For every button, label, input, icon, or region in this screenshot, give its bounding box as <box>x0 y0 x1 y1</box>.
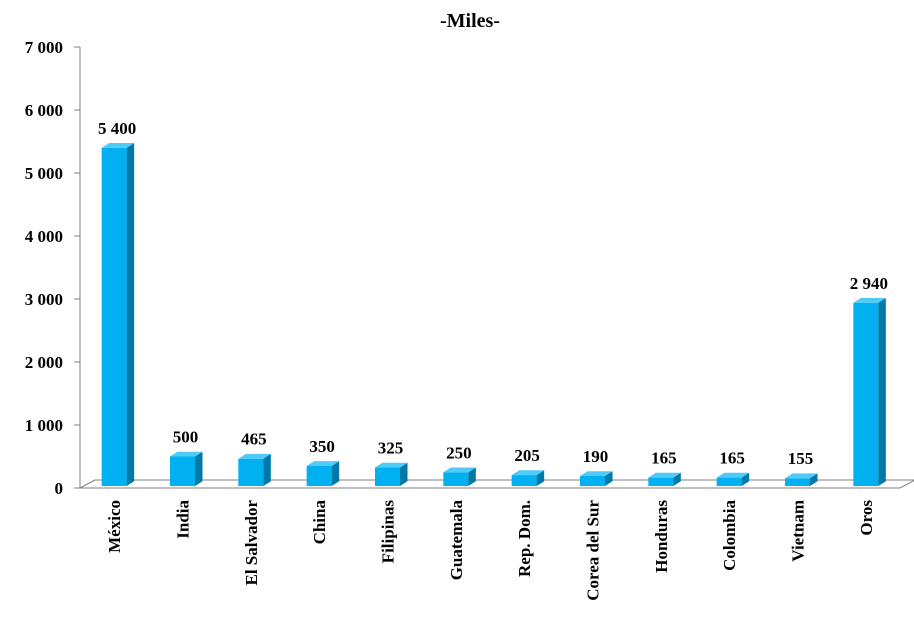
y-tick-label: 0 <box>55 479 64 498</box>
y-tick-label: 2 000 <box>25 353 63 372</box>
bar-side-face <box>400 462 408 486</box>
category-label: México <box>105 500 124 553</box>
category-label: India <box>174 500 193 539</box>
y-tick-label: 3 000 <box>25 290 63 309</box>
bar <box>853 297 886 486</box>
category-label: China <box>310 500 329 545</box>
bar <box>101 143 135 487</box>
data-label: 250 <box>446 443 472 462</box>
data-label: 5 400 <box>98 119 136 138</box>
data-labels-group: 5 400 500 465 350 325 250 205 190 165 165 155 2 940 <box>98 119 888 468</box>
data-label: 325 <box>378 439 404 458</box>
category-label: Honduras <box>652 500 671 573</box>
category-label: El Salvador <box>242 500 261 586</box>
bar-front-face <box>306 465 332 486</box>
bar-side-face <box>263 453 271 486</box>
bar-front-face <box>170 456 195 486</box>
bar <box>716 472 750 486</box>
bar-front-face <box>785 478 810 486</box>
bar <box>375 462 408 486</box>
bar-side-face <box>195 451 203 486</box>
bar <box>648 472 681 486</box>
bar <box>238 453 271 486</box>
bar-top-face <box>853 297 886 303</box>
y-tick-label: 7 000 <box>25 38 63 57</box>
category-label: Filipinas <box>379 500 398 564</box>
floor-plane <box>79 479 914 489</box>
bar-side-face <box>126 143 135 486</box>
category-label: Guatemala <box>447 500 466 581</box>
data-label: 165 <box>719 449 745 468</box>
bar-top-face <box>170 451 203 457</box>
bar-front-face <box>580 476 605 486</box>
bar-top-face <box>716 472 750 478</box>
bar-front-face <box>511 475 537 486</box>
bar-top-face <box>580 471 613 477</box>
bar <box>785 473 818 486</box>
category-label: Corea del Sur <box>584 500 603 601</box>
data-label: 465 <box>241 430 267 449</box>
bar <box>580 471 613 486</box>
bar-top-face <box>375 462 408 468</box>
bar-front-face <box>238 458 264 486</box>
bar-top-face <box>511 470 545 476</box>
bar-front-face <box>101 147 127 487</box>
bar-front-face <box>853 302 879 486</box>
bar-front-face <box>375 467 400 486</box>
data-label: 190 <box>583 447 609 466</box>
data-label: 2 940 <box>850 274 888 293</box>
bar-top-face <box>648 472 681 478</box>
category-label: Vietnam <box>789 500 808 562</box>
bar-side-face <box>741 472 750 486</box>
bar-front-face <box>443 472 469 486</box>
category-label: Colombia <box>720 500 739 571</box>
y-tick-label: 1 000 <box>25 416 63 435</box>
bar-side-face <box>536 470 545 486</box>
bar <box>443 467 476 486</box>
bar-top-face <box>443 467 476 473</box>
bar-top-face <box>306 461 340 466</box>
bar-side-face <box>673 472 681 486</box>
data-label: 350 <box>309 437 335 456</box>
bar-side-face <box>605 471 613 486</box>
category-label: Oros <box>857 500 876 536</box>
chart-floor <box>79 479 914 489</box>
y-tick-label: 4 000 <box>25 227 63 246</box>
bar <box>306 461 340 486</box>
bar <box>511 470 545 486</box>
y-tick-label: 6 000 <box>25 101 63 120</box>
bar-side-face <box>810 473 818 486</box>
bar-top-face <box>785 473 818 479</box>
data-label: 155 <box>788 449 814 468</box>
bar-top-face <box>238 453 271 459</box>
category-label: Rep. Dom. <box>515 500 534 577</box>
category-labels-group: México India El Salvador China Filipinas Guat… <box>105 500 876 601</box>
bar-front-face <box>648 477 674 486</box>
y-tick-label: 5 000 <box>25 164 63 183</box>
data-label: 165 <box>651 449 677 468</box>
bars-group <box>101 143 886 487</box>
y-axis: 0 1 000 2 000 3 000 4 000 5 000 6 000 7 000 <box>25 38 81 498</box>
data-label: 500 <box>173 428 199 447</box>
chart-title: -Miles- <box>440 10 500 32</box>
bar-side-face <box>331 461 340 486</box>
bar-front-face <box>716 477 742 486</box>
bar-top-face <box>101 143 135 148</box>
data-label: 205 <box>514 446 540 465</box>
bar-side-face <box>878 297 886 486</box>
bar <box>170 451 203 486</box>
bar-side-face <box>468 467 476 486</box>
